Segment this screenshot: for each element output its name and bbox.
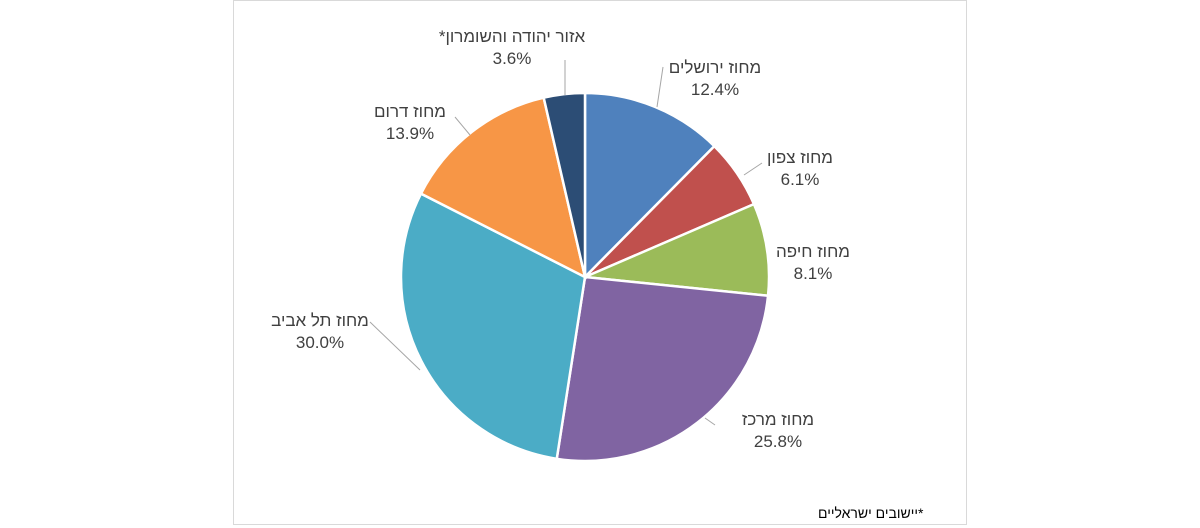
slice-name-label: מחוז תל אביב <box>271 311 369 330</box>
slice-value-label: 3.6% <box>493 49 532 68</box>
leader-line <box>656 66 664 108</box>
pie-slice <box>580 202 771 298</box>
slice-value-label: 30.0% <box>296 333 344 352</box>
pie-slice <box>542 91 587 278</box>
slice-value-label: 12.4% <box>691 80 739 99</box>
slice-labels: מחוז ירושלים 12.4% מחוז צפון 6.1% מחוז חיפה 8… <box>271 27 850 451</box>
pie-slice <box>419 96 587 280</box>
slice-name-label: מחוז חיפה <box>776 242 850 261</box>
slice-value-label: 13.9% <box>386 124 434 143</box>
slice-name-label: מחוז ירושלים <box>669 58 761 77</box>
slice-name-label: מחוז צפון <box>767 148 833 167</box>
pie-slice <box>399 191 587 461</box>
slice-name-label: מחוז מרכז <box>742 410 814 429</box>
slice-value-label: 6.1% <box>781 170 820 189</box>
slice-value-label: 25.8% <box>754 432 802 451</box>
slice-name-label: אזור יהודה והשומרון* <box>439 27 586 46</box>
slice-name-label: מחוז דרום <box>374 102 446 121</box>
leader-line <box>369 321 421 371</box>
footnote: *יישובים ישראליים <box>818 505 924 521</box>
pie-slice <box>555 275 770 463</box>
leader-line <box>704 417 716 426</box>
pie-slice <box>583 91 717 281</box>
leader-lines <box>369 60 763 426</box>
slice-value-label: 8.1% <box>794 264 833 283</box>
pie-slices <box>399 91 771 463</box>
leader-line <box>454 116 471 136</box>
leader-line <box>743 162 763 176</box>
